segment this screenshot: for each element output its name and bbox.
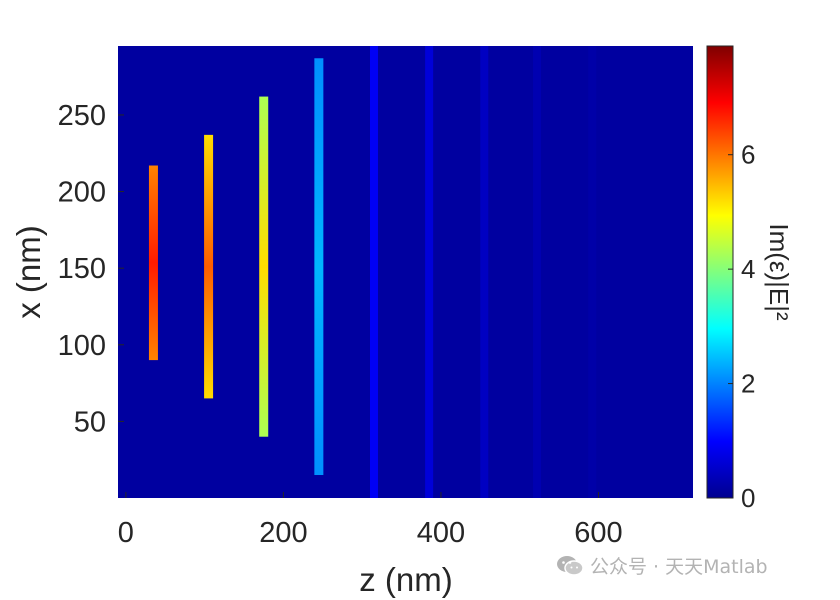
x-tick-label: 200	[259, 517, 307, 549]
heatmap-faint-line-2	[425, 46, 434, 498]
x-axis-label: z (nm)	[359, 561, 453, 598]
colorbar-label: Im(ε)|E|²	[764, 223, 794, 321]
wechat-icon	[557, 555, 584, 576]
colorbar-tick-label: 2	[741, 369, 755, 399]
x-tick-label: 600	[574, 517, 622, 549]
y-tick-label: 150	[58, 253, 106, 285]
watermark-text: 公众号 · 天天Matlab	[590, 556, 768, 578]
heatmap-bar-2	[204, 134, 214, 399]
watermark: 公众号 · 天天Matlab	[556, 552, 768, 579]
colorbar: 0 2 4 6	[706, 45, 755, 513]
plot-area	[118, 46, 693, 498]
heatmap-background	[118, 46, 693, 498]
heatmap-faint-line-1	[369, 46, 378, 498]
heatmap-bar-1	[148, 165, 158, 361]
y-tick-label: 100	[58, 330, 106, 362]
heatmap-faint-line-5	[588, 46, 597, 498]
colorbar-tick-label: 0	[741, 483, 755, 513]
y-tick-label: 50	[74, 406, 106, 438]
y-axis-label: x (nm)	[10, 225, 47, 319]
colorbar-tick-label: 6	[741, 140, 755, 170]
heatmap-faint-line-4	[533, 46, 542, 498]
heatmap-bar-4	[314, 58, 324, 476]
x-tick-label: 0	[118, 517, 134, 549]
axes: 0 200 400 600 50 100 150 200 250	[58, 100, 623, 549]
x-tick-label: 400	[417, 517, 465, 549]
colorbar-gradient	[706, 45, 734, 499]
heatmap-faint-line-3	[480, 46, 489, 498]
y-tick-label: 250	[58, 100, 106, 132]
y-tick-label: 200	[58, 177, 106, 209]
heatmap-bar-3	[259, 96, 269, 437]
colorbar-tick-label: 4	[741, 254, 755, 284]
